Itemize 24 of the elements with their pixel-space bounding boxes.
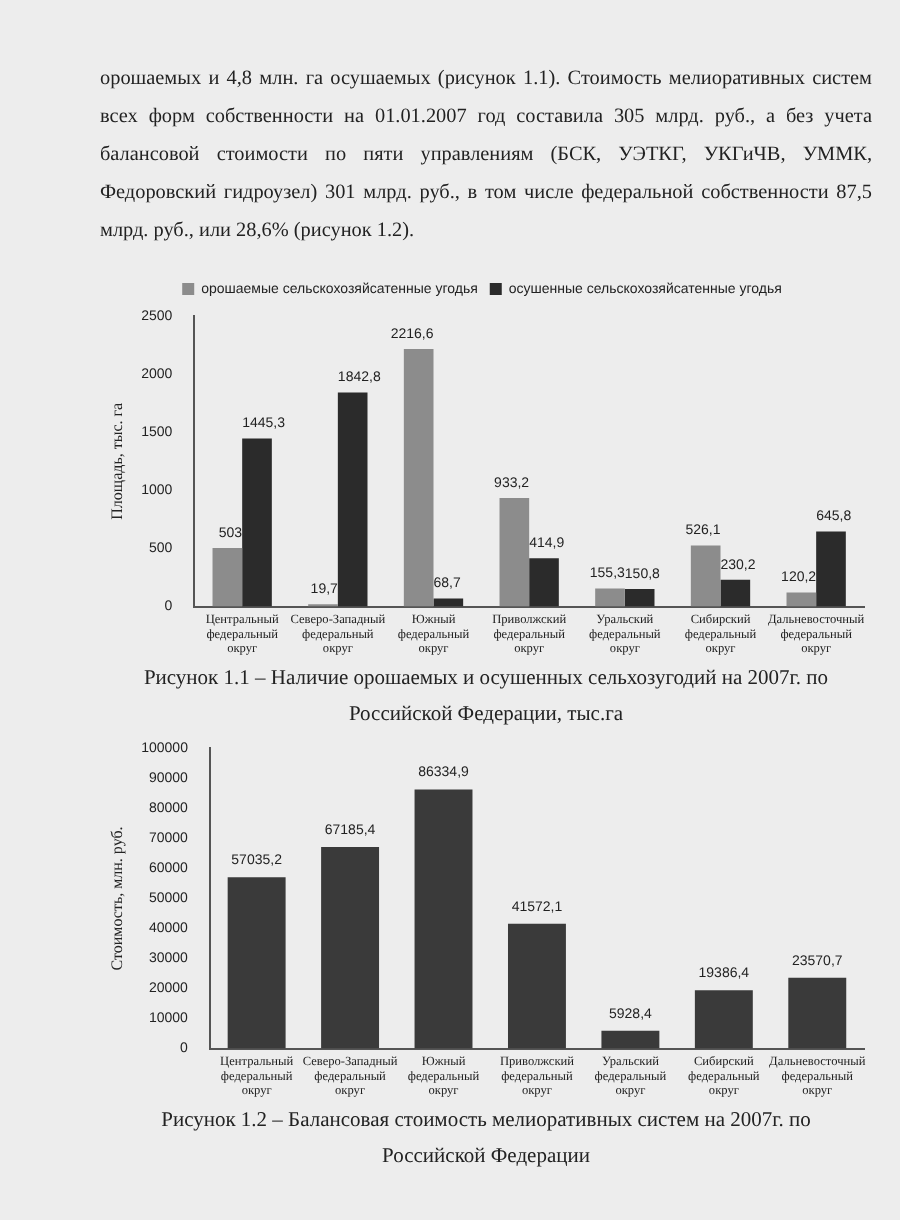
bar bbox=[788, 977, 847, 1049]
text: Рисунок 1.1 – Наличие орошаемых и осушенных сельхозугодий на 2007г. по Российской Федерации, тыс.га bbox=[141, 666, 831, 730]
bar bbox=[595, 588, 625, 607]
bar bbox=[720, 579, 751, 607]
bar bbox=[529, 558, 559, 607]
text: Рисунок 1.2 – Балансовая стоимость мелиоративных систем на 2007г. по Российской Федерации bbox=[159, 1108, 813, 1172]
bar bbox=[242, 438, 272, 607]
bar bbox=[212, 548, 243, 607]
y-axis-title: Стоимость, млн. руб. bbox=[107, 826, 126, 971]
bar bbox=[624, 589, 655, 607]
bar bbox=[499, 498, 530, 607]
bar bbox=[786, 592, 817, 607]
bar bbox=[414, 789, 473, 1049]
bar bbox=[337, 392, 368, 607]
bar bbox=[690, 545, 721, 607]
text: орошаемых и 4,8 млн. га осушаемых (рисунок 1.1). Стоимость мелиоративных систем всех форм собственности на 01.01.2007 год составила 305 млрд. руб., а без учета балансовой стоимости по пяти управлениям (БСК, УЭТКГ, УКГиЧВ, УММК, Федоровский гидроузел) 301 млрд. руб., в том числе федеральной собственности 87,5 млрд. руб., или 28,6% (рисунок 1.2). bbox=[100, 66, 872, 246]
bar bbox=[694, 990, 753, 1049]
bar bbox=[227, 877, 286, 1049]
bar bbox=[601, 1030, 660, 1049]
bar bbox=[816, 531, 846, 607]
y-axis-title: Площадь, тыс. га bbox=[107, 401, 126, 520]
bar bbox=[403, 348, 434, 607]
bar bbox=[507, 923, 566, 1049]
bar bbox=[321, 846, 380, 1049]
